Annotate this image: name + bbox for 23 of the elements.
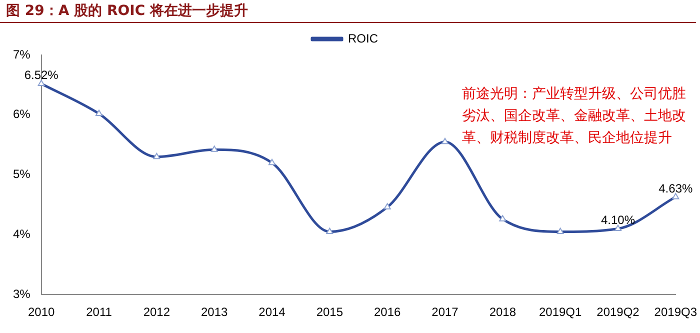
annotation: 前途光明：产业转型升级、公司优胜劣汰、国企改革、金融改革、土地改革、财税制度改革、民企地位提升 [462,85,687,148]
x-tick-label: 2014 [258,305,286,320]
chart-title: 图 29：A 股的 ROIC 将在进一步提升 [0,0,696,23]
data-label: 4.63% [658,181,693,196]
y-tick-label: 7% [13,47,31,62]
x-tick-label: 2015 [316,305,344,320]
x-tick-label: 2012 [143,305,170,320]
y-tick-label: 4% [13,227,31,242]
data-label: 4.10% [600,213,636,228]
x-tick-label: 2011 [86,305,112,320]
y-tick-label: 5% [13,167,31,182]
x-tick-label: 2019Q1 [538,305,582,320]
x-tick-label: 2010 [28,305,56,320]
data-label: 6.52% [24,68,59,82]
x-tick-label: 2016 [374,305,401,320]
y-tick-label: 3% [13,286,31,301]
legend-label: ROIC [348,31,378,46]
x-tick-label: 2019Q2 [596,305,640,320]
x-tick-label: 2018 [489,305,516,320]
y-tick-label: 6% [13,107,31,122]
x-tick-label: 2013 [200,305,228,320]
x-tick-label: 2019Q3 [654,305,698,320]
x-tick-label: 2017 [432,305,459,320]
